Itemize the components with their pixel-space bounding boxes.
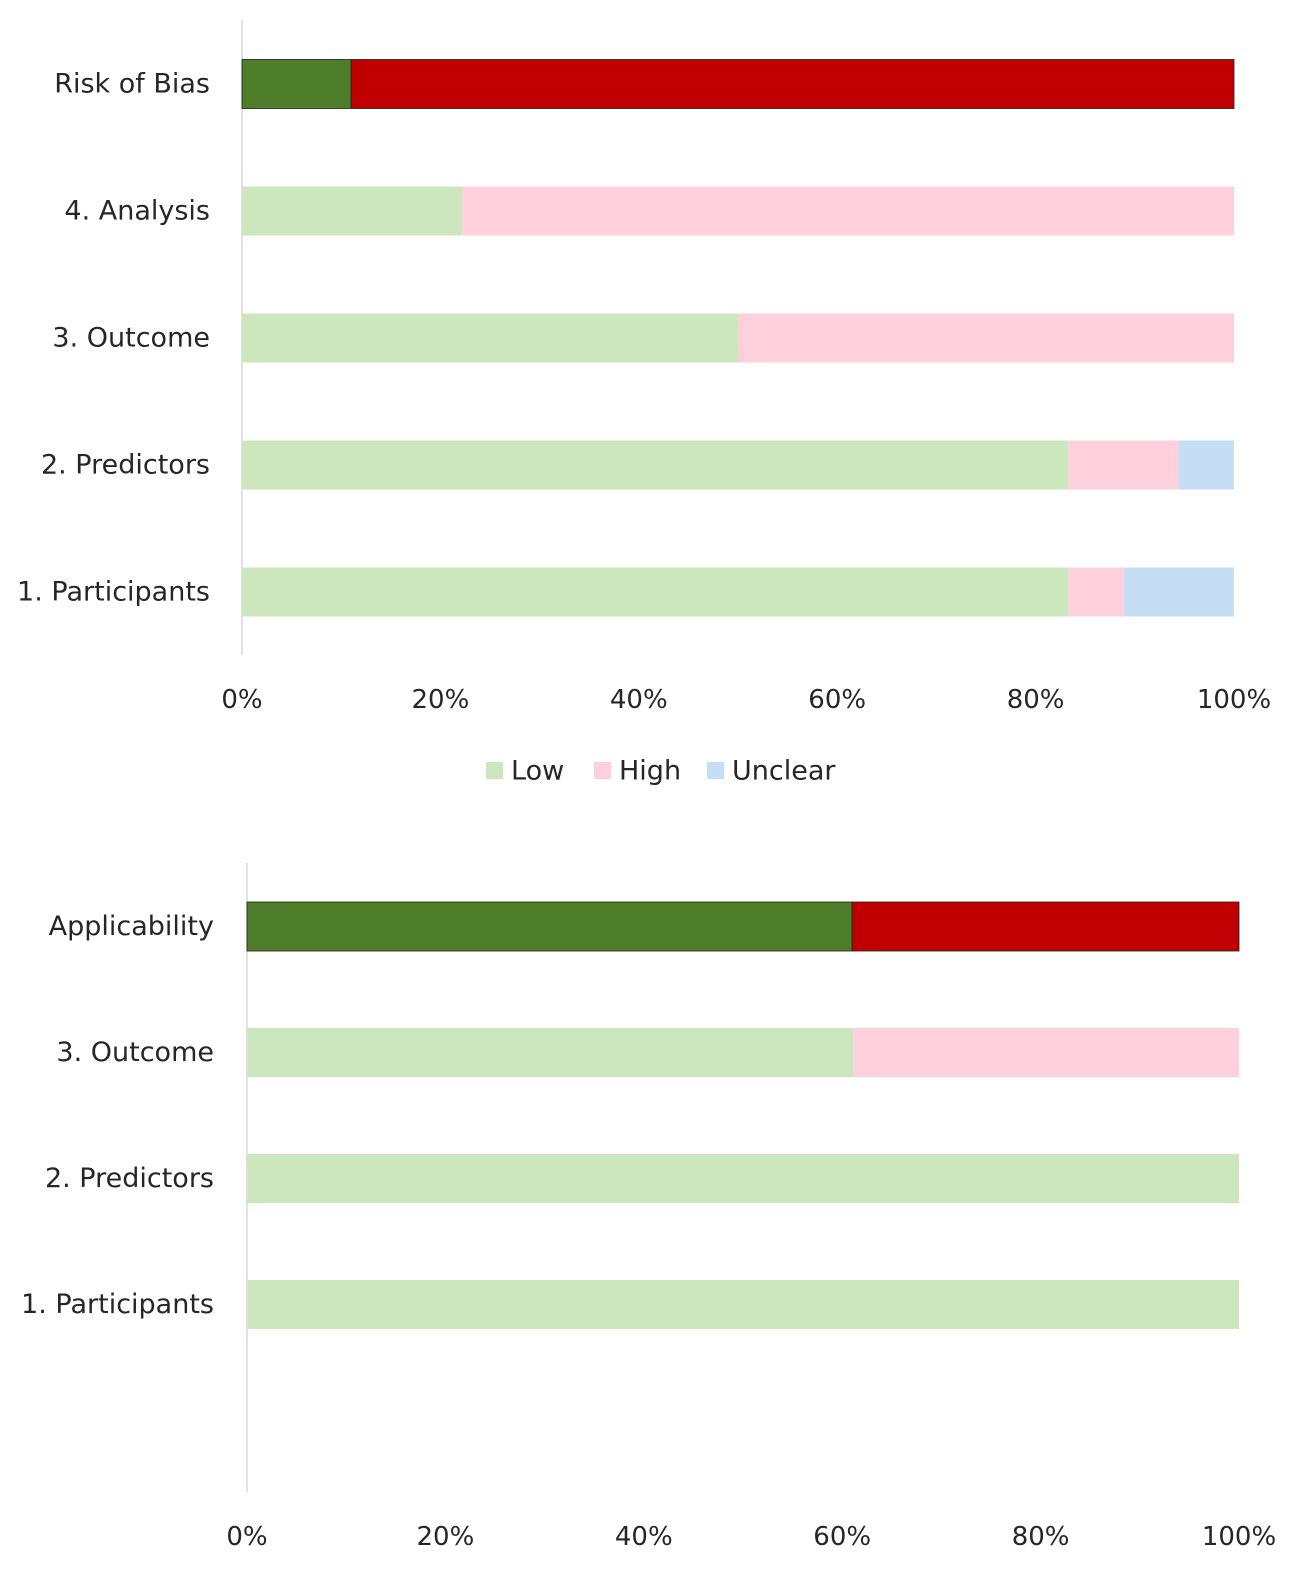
- x-tick-label: 100%: [1197, 685, 1271, 715]
- category-label: 3. Outcome: [56, 1037, 214, 1068]
- category-label: 4. Analysis: [64, 196, 210, 227]
- bar-applicability-high: [851, 901, 1240, 952]
- bar-2-predictors-high: [1068, 440, 1179, 490]
- bar-risk-of-bias-low: [241, 59, 352, 109]
- x-tick-label: 100%: [1202, 1522, 1276, 1552]
- x-tick-label: 20%: [417, 1522, 475, 1552]
- bar-2-predictors-unclear: [1178, 440, 1234, 490]
- x-tick-label: 0%: [221, 685, 262, 715]
- x-tick-label: 20%: [412, 685, 470, 715]
- bar-2-predictors-low: [247, 1154, 1239, 1203]
- bar-1-participants-low: [247, 1280, 1239, 1329]
- bar-risk-of-bias-high: [350, 59, 1235, 109]
- legend-swatch-high: [594, 762, 611, 779]
- legend-swatch-unclear: [707, 762, 724, 779]
- category-label: 2. Predictors: [45, 1163, 214, 1194]
- bar-3-outcome-low: [242, 313, 738, 363]
- x-tick-label: 40%: [610, 685, 668, 715]
- legend: Low High Unclear: [486, 756, 836, 787]
- category-label: Risk of Bias: [54, 69, 210, 100]
- category-label: Applicability: [49, 911, 214, 942]
- legend-label-unclear: Unclear: [732, 756, 836, 787]
- category-label: 3. Outcome: [52, 323, 210, 354]
- x-tick-label: 60%: [813, 1522, 871, 1552]
- x-tick-label: 80%: [1007, 685, 1065, 715]
- bar-4-analysis-low: [242, 186, 463, 236]
- bar-3-outcome-high: [853, 1028, 1239, 1077]
- bar-3-outcome-low: [247, 1028, 854, 1077]
- legend-swatch-low: [486, 762, 503, 779]
- bar-1-participants-unclear: [1123, 567, 1234, 617]
- bar-3-outcome-high: [738, 313, 1234, 363]
- bar-1-participants-low: [242, 567, 1069, 617]
- bar-4-analysis-high: [462, 186, 1234, 236]
- bar-1-participants-high: [1068, 567, 1124, 617]
- risk-of-bias-chart: Risk of Bias 4. Analysis 3. Outcome 2. Pred…: [17, 20, 1271, 715]
- x-tick-label: 40%: [615, 1522, 673, 1552]
- x-tick-label: 60%: [808, 685, 866, 715]
- applicability-chart: Applicability 3. Outcome 2. Predictors 1. P…: [21, 863, 1276, 1552]
- category-label: 1. Participants: [17, 577, 210, 608]
- bar-2-predictors-low: [242, 440, 1069, 490]
- bar-applicability-low: [246, 901, 853, 952]
- category-label: 1. Participants: [21, 1289, 214, 1320]
- legend-label-low: Low: [511, 756, 564, 787]
- x-tick-label: 80%: [1012, 1522, 1070, 1552]
- legend-label-high: High: [619, 756, 681, 787]
- category-label: 2. Predictors: [41, 450, 210, 481]
- x-tick-label: 0%: [226, 1522, 267, 1552]
